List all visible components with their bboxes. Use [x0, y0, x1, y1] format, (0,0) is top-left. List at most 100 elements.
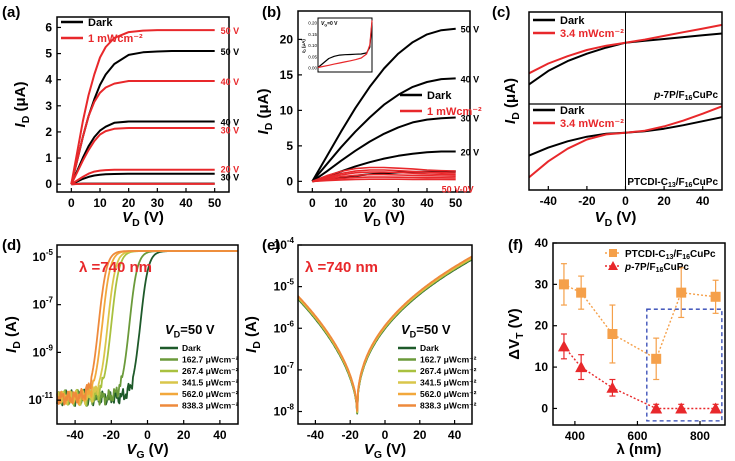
- panel-b-ylabel-main: I: [255, 129, 272, 134]
- panel-d-ytick-label: 10-11: [29, 391, 54, 407]
- panel-a-xlabel-rest: (V): [140, 209, 164, 226]
- panel-b-inset-ylabel: ID (μA): [301, 39, 307, 53]
- panel-b-annotation: 50 V: [461, 25, 480, 35]
- panel-a-legend-dark-label: Dark: [88, 17, 113, 29]
- panel-d-legend-label: 562.0 μWcm⁻²: [182, 389, 239, 399]
- panel-d-label: (d): [2, 237, 21, 254]
- panel-f-legend-sub2: 16: [682, 254, 690, 261]
- panel-f-legend-rest2: CuPc: [690, 249, 716, 260]
- panel-c-xtick-label: -20: [578, 194, 596, 208]
- panel-d-bias-sub: D: [174, 329, 181, 339]
- panel-d-ytick-exp: -5: [46, 248, 54, 257]
- panel-e-xlabel-main: V: [364, 441, 376, 458]
- panel-e-ytick-exp: -8: [287, 403, 295, 412]
- panel-a-ytick-label: 2: [45, 125, 52, 139]
- panel-b-xtick-label: 20: [363, 196, 377, 210]
- series-dark-40-v: [70, 120, 215, 185]
- panel-f-legend-sub: 16: [656, 267, 664, 274]
- panel-d-bias-main: V: [165, 322, 175, 337]
- panel-b-inset-ylabel-main: I: [301, 51, 306, 53]
- panel-c-xlabel-sub: D: [605, 217, 613, 229]
- series-light-3: [312, 171, 456, 183]
- panel-e-ylabel-sub: D: [251, 341, 263, 349]
- panel-d-xlabel-sub: G: [136, 449, 144, 461]
- panel-b-inset-frame: [317, 17, 373, 73]
- panel-d-legend-label: 162.7 μWcm⁻²: [182, 355, 239, 365]
- panel-b-xtick-label: 0: [309, 196, 316, 210]
- panel-f-point-triangle: [606, 381, 619, 393]
- panel-b-inset-ytick-label: 0.00: [308, 66, 317, 71]
- panel-f-legend-rest: CuPc: [663, 262, 689, 273]
- panel-a-ytick-label: 0: [45, 177, 52, 191]
- series-light-5: [312, 176, 456, 183]
- panel-b-annotation: 50 V-0V: [442, 184, 474, 194]
- panel-b-legend-light-label: 1 mWcm⁻²: [427, 106, 482, 118]
- series-light-4: [312, 173, 456, 183]
- panel-b-xlabel-rest: (V): [381, 209, 405, 226]
- panel-a-ytick-label: 4: [45, 73, 52, 87]
- panel-d-xtick-label: 20: [177, 428, 191, 442]
- panel-a-annotation: 50 V: [221, 47, 240, 57]
- panel-f-point-square: [710, 291, 721, 302]
- panel-b-annotation: 30 V: [461, 113, 480, 123]
- panel-e-legend-label: 838.3 μWcm⁻²: [420, 401, 477, 411]
- panel-b-xtick-label: 40: [420, 196, 434, 210]
- panel-b-inset-ylabel-sub: D: [303, 49, 307, 52]
- panel-f-line-1: [563, 345, 716, 410]
- panel-f-ytick-label: 10: [535, 360, 549, 374]
- panel-a-ytick-label: 1: [45, 151, 52, 165]
- panel-b-inset-ytick-label: 0.10: [308, 43, 317, 48]
- panel-e-xtick-label: -40: [307, 428, 325, 442]
- panel-f-xtick-label: 400: [565, 429, 585, 443]
- panel-a-frame: [56, 16, 230, 193]
- panel-b-inset-light: [317, 20, 373, 69]
- panel-b-ytick-label: 5: [286, 139, 293, 153]
- panel-e-ylabel-rest: (A): [243, 316, 260, 341]
- panel-b-ylabel-rest: (μA): [255, 89, 272, 123]
- panel-f-point-triangle: [557, 340, 570, 352]
- panel-e-legend-label: 562.0 μWcm⁻²: [420, 389, 477, 399]
- panel-d-legend-label: Dark: [182, 343, 201, 353]
- panel-f-ytick-label: 0: [541, 401, 548, 415]
- panel-c-top-legend-dark-label: Dark: [560, 15, 585, 27]
- panel-b-ytick-label: 15: [280, 68, 294, 82]
- panel-b-inset-ylabel-rest: (μA): [301, 39, 306, 50]
- series-dark-40-v: [311, 77, 456, 183]
- panel-a-annotation: 20 V: [221, 164, 240, 174]
- panel-e-ylabel-main: I: [243, 348, 260, 353]
- panel-b-ytick-label: 10: [280, 103, 294, 117]
- panel-f-legend-rest: /F: [673, 249, 682, 260]
- panel-e-bias-rest: =50 V: [416, 322, 451, 337]
- panel-e-ylabel: ID (A): [243, 316, 263, 353]
- panel-d-ytick-exp: -7: [46, 296, 54, 305]
- panel-d-ylabel-sub: D: [11, 341, 23, 349]
- panel-b-legend-dark-label: Dark: [427, 90, 452, 102]
- series-light-2: [312, 169, 456, 183]
- panel-f-point-square: [651, 353, 662, 364]
- panel-e-xtick-label: 0: [382, 428, 389, 442]
- panel-e-xtick-label: 20: [413, 428, 427, 442]
- panel-d-legend-label: 838.3 μWcm⁻²: [182, 401, 239, 411]
- panel-b-xlabel-main: V: [363, 209, 375, 226]
- panel-b-ytick-label: 20: [280, 32, 294, 46]
- panel-d-ytick-base: 10: [33, 298, 47, 312]
- panel-e-ytick-label: 10-4: [274, 236, 295, 252]
- series-light-30-v: [70, 127, 215, 185]
- panel-a-ytick-label: 6: [45, 20, 52, 34]
- panel-f-ytick-label: 40: [535, 236, 549, 250]
- series-light-50-v: [70, 29, 215, 185]
- panel-d-ytick-label: 10-7: [33, 296, 54, 312]
- panel-d-xlabel-rest: (V): [145, 441, 169, 458]
- panel-b-inset-title-main: V: [321, 21, 325, 27]
- panel-f-ylabel: ΔVT (V): [506, 308, 526, 359]
- panel-c-top-material: p-7P/F16CuPc: [653, 90, 718, 102]
- panel-f-legend-marker: [609, 249, 617, 257]
- panel-a-xtick-label: 20: [122, 196, 136, 210]
- panel-a-ytick-label: 5: [45, 47, 52, 61]
- panel-d-ytick-label: 10-5: [33, 248, 54, 264]
- panel-c-xtick-label: -40: [540, 194, 558, 208]
- panel-c-ylabel-main: I: [502, 119, 519, 124]
- panel-c-top-material-sub: 16: [685, 95, 693, 102]
- panel-b-annotation: 40 V: [461, 74, 480, 84]
- panel-a-ylabel-sub: D: [20, 115, 32, 123]
